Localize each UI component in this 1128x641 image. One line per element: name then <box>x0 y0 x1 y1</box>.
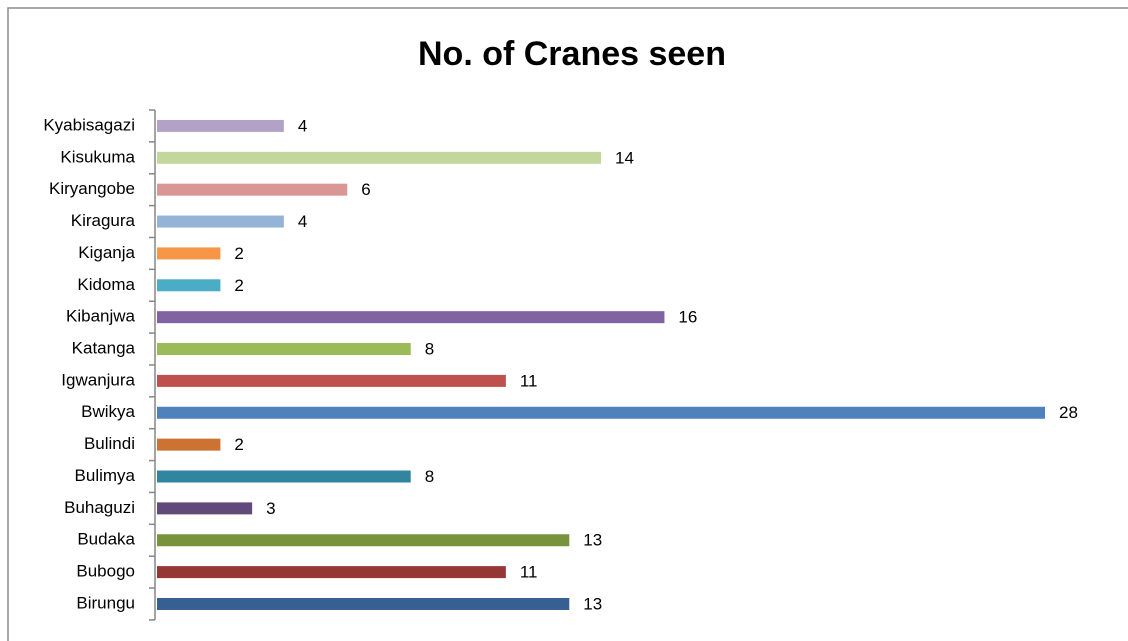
bar <box>157 566 506 579</box>
y-tick-label: Kiganja <box>78 243 135 262</box>
data-label: 13 <box>583 531 602 550</box>
bar <box>157 151 601 164</box>
bar <box>157 470 411 483</box>
y-tick-label: Kiryangobe <box>49 179 135 198</box>
bar <box>157 374 506 387</box>
data-label: 2 <box>234 244 243 263</box>
y-tick-label: Kyabisagazi <box>43 115 135 134</box>
bar <box>157 534 570 547</box>
y-tick-label: Bulindi <box>84 434 135 453</box>
y-tick-label: Budaka <box>77 530 135 549</box>
y-tick-label: Kisukuma <box>60 147 135 166</box>
bar <box>157 279 221 292</box>
data-label: 11 <box>520 371 538 390</box>
data-label: 3 <box>266 499 275 518</box>
bar <box>157 438 221 451</box>
bar <box>157 215 284 228</box>
data-label: 11 <box>520 563 538 582</box>
bar <box>157 597 570 610</box>
y-tick-label: Katanga <box>72 339 136 358</box>
data-label: 16 <box>678 308 697 327</box>
y-tick-label: Buhaguzi <box>64 498 135 517</box>
bar <box>157 406 1045 419</box>
bar <box>157 502 253 515</box>
y-tick-label: Kibanjwa <box>66 307 136 326</box>
data-label: 4 <box>298 212 307 231</box>
bar <box>157 247 221 260</box>
data-label: 13 <box>583 594 602 613</box>
bar <box>157 343 411 356</box>
data-label: 14 <box>615 148 634 167</box>
bar <box>157 183 348 196</box>
data-label: 6 <box>361 180 370 199</box>
y-tick-label: Igwanjura <box>61 370 135 389</box>
bar <box>157 119 284 132</box>
y-tick-label: Bubogo <box>76 562 135 581</box>
y-tick-label: Bwikya <box>81 402 135 421</box>
data-label: 2 <box>234 435 243 454</box>
data-label: 2 <box>234 276 243 295</box>
y-tick-label: Birungu <box>76 593 135 612</box>
data-label: 28 <box>1059 403 1078 422</box>
data-label: 8 <box>425 467 434 486</box>
data-label: 8 <box>425 340 434 359</box>
bar <box>157 311 665 324</box>
chart-title: No. of Cranes seen <box>418 35 726 73</box>
y-tick-label: Kiragura <box>71 211 136 230</box>
data-label: 4 <box>298 116 307 135</box>
y-tick-label: Kidoma <box>77 275 135 294</box>
y-tick-label: Bulimya <box>75 466 136 485</box>
